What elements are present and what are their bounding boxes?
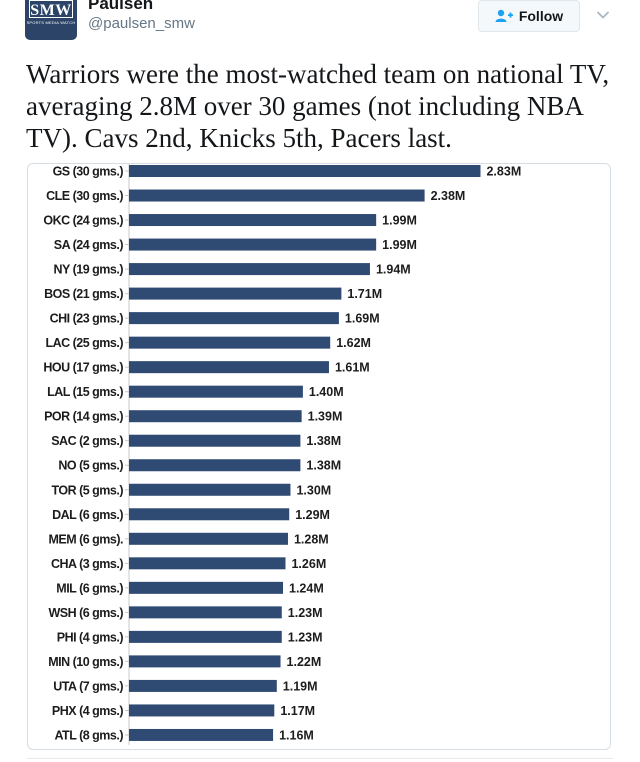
bar bbox=[129, 165, 481, 177]
bar bbox=[129, 312, 339, 325]
category-label: TOR (5 gms.) bbox=[51, 483, 123, 497]
bar bbox=[129, 189, 425, 202]
value-label: 1.29M bbox=[295, 508, 330, 522]
bar bbox=[129, 336, 331, 349]
avatar-logo-subtext: SPORTS MEDIA WATCH bbox=[26, 20, 76, 25]
category-label: CHI (23 gms.) bbox=[50, 312, 124, 326]
value-label: 1.99M bbox=[382, 238, 417, 252]
category-label: CLE (30 gms.) bbox=[46, 189, 123, 203]
value-label: 1.17M bbox=[280, 704, 315, 718]
category-label: CHA (3 gms.) bbox=[51, 557, 123, 571]
category-label: SA (24 gms.) bbox=[54, 238, 124, 252]
category-label: PHI (4 gms.) bbox=[57, 630, 124, 644]
avatar-logo-text: SMW bbox=[30, 2, 72, 19]
bar bbox=[129, 728, 274, 741]
bar bbox=[129, 287, 342, 300]
chevron-down-icon[interactable] bbox=[596, 8, 610, 22]
bar bbox=[129, 434, 301, 447]
bar bbox=[129, 214, 377, 227]
bar bbox=[129, 557, 286, 570]
value-label: 1.99M bbox=[382, 214, 417, 228]
category-label: ATL (8 gms.) bbox=[54, 728, 123, 742]
bar bbox=[129, 459, 301, 472]
display-name[interactable]: Paulsen bbox=[88, 0, 154, 13]
bar bbox=[129, 385, 303, 398]
category-label: LAC (25 gms.) bbox=[45, 336, 123, 350]
bar bbox=[129, 263, 370, 276]
bar bbox=[129, 704, 275, 717]
value-label: 1.38M bbox=[306, 459, 341, 473]
value-label: 1.38M bbox=[306, 434, 341, 448]
category-label: GS (30 gms.) bbox=[53, 165, 124, 179]
tweet-divider bbox=[27, 758, 613, 759]
value-label: 1.61M bbox=[335, 361, 370, 375]
category-label: BOS (21 gms.) bbox=[44, 287, 123, 301]
tweet-text: Warriors were the most-watched team on n… bbox=[26, 59, 610, 153]
value-label: 1.22M bbox=[287, 655, 322, 669]
bar bbox=[129, 630, 282, 643]
category-label: SAC (2 gms.) bbox=[51, 434, 123, 448]
bar bbox=[129, 532, 288, 545]
category-label: PHX (4 gms.) bbox=[52, 704, 123, 718]
avatar[interactable]: SMW SPORTS MEDIA WATCH bbox=[25, 0, 77, 40]
tweet-header: SMW SPORTS MEDIA WATCH Paulsen @paulsen_… bbox=[0, 0, 640, 52]
category-label: WSH (6 gms.) bbox=[48, 606, 123, 620]
bar bbox=[129, 483, 291, 496]
bar bbox=[129, 679, 277, 692]
category-label: POR (14 gms.) bbox=[44, 410, 123, 424]
bar bbox=[129, 655, 281, 668]
value-label: 1.30M bbox=[296, 483, 331, 497]
value-label: 1.40M bbox=[309, 385, 344, 399]
category-label: LAL (15 gms.) bbox=[47, 385, 123, 399]
bar bbox=[129, 581, 284, 594]
category-label: MIL (6 gms.) bbox=[56, 581, 123, 595]
value-label: 1.94M bbox=[376, 263, 411, 277]
add-user-icon bbox=[495, 9, 513, 22]
category-label: HOU (17 gms.) bbox=[43, 361, 123, 375]
bar bbox=[129, 238, 377, 251]
category-label: UTA (7 gms.) bbox=[53, 679, 123, 693]
value-label: 1.69M bbox=[345, 312, 380, 326]
bar bbox=[129, 508, 290, 521]
value-label: 1.24M bbox=[289, 581, 324, 595]
category-label: NO (5 gms.) bbox=[58, 459, 123, 473]
chart-image[interactable]: GS (30 gms.) 2.83M CLE (30 gms.) 2.38M OKC (… bbox=[27, 163, 611, 750]
category-label: DAL (6 gms.) bbox=[52, 508, 123, 522]
bar bbox=[129, 606, 282, 619]
category-label: OKC (24 gms.) bbox=[43, 214, 123, 228]
bar bbox=[129, 410, 302, 423]
value-label: 1.23M bbox=[288, 630, 323, 644]
user-handle[interactable]: @paulsen_smw bbox=[88, 15, 195, 32]
value-label: 1.62M bbox=[336, 336, 371, 350]
value-label: 1.28M bbox=[294, 532, 329, 546]
follow-button-label: Follow bbox=[518, 8, 564, 24]
category-label: NY (19 gms.) bbox=[54, 263, 124, 277]
value-label: 1.19M bbox=[283, 679, 318, 693]
bar-chart: GS (30 gms.) 2.83M CLE (30 gms.) 2.38M OKC (… bbox=[43, 164, 521, 745]
follow-button[interactable]: Follow bbox=[478, 0, 580, 32]
category-label: MEM (6 gms). bbox=[48, 532, 123, 546]
value-label: 1.16M bbox=[279, 728, 314, 742]
bar bbox=[129, 361, 329, 374]
value-label: 1.23M bbox=[288, 606, 323, 620]
value-label: 2.38M bbox=[431, 189, 466, 203]
value-label: 1.71M bbox=[347, 287, 382, 301]
value-label: 2.83M bbox=[486, 165, 521, 179]
avatar-logo-frame bbox=[29, 0, 73, 18]
value-label: 1.26M bbox=[291, 557, 326, 571]
category-label: MIN (10 gms.) bbox=[48, 655, 123, 669]
value-label: 1.39M bbox=[308, 410, 343, 424]
